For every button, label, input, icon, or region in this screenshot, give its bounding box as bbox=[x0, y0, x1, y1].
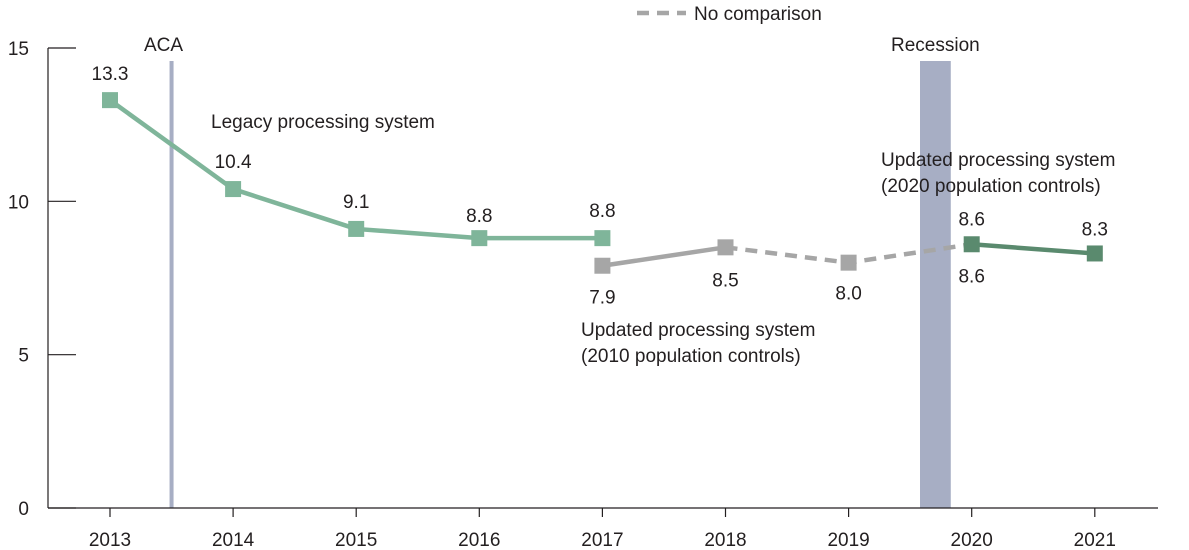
data-label-updated2020-2021: 8.3 bbox=[1082, 219, 1108, 240]
data-point-legacy-2013 bbox=[102, 92, 118, 109]
data-point-legacy-2016 bbox=[471, 230, 488, 247]
x-tick-label: 2016 bbox=[458, 530, 500, 550]
annotation-updated2010-line: (2010 population controls) bbox=[581, 346, 801, 367]
aca-label: ACA bbox=[144, 35, 183, 56]
data-label-legacy-2015: 9.1 bbox=[343, 192, 369, 213]
event-markers: ACA Recession bbox=[144, 35, 980, 508]
data-label-legacy-2016: 8.8 bbox=[466, 206, 492, 227]
data-point-updated2010-2018 bbox=[717, 239, 734, 256]
markers bbox=[102, 92, 1103, 274]
annotation-legacy-line: Legacy processing system bbox=[211, 112, 435, 133]
series-line-updated2020 bbox=[971, 242, 1095, 256]
y-tick-label: 15 bbox=[8, 39, 29, 60]
x-tick-label: 2020 bbox=[951, 530, 993, 550]
recession-band bbox=[919, 61, 951, 508]
data-point-legacy-2014 bbox=[225, 181, 242, 198]
data-point-updated2020-2021 bbox=[1086, 245, 1103, 262]
x-tick-label: 2017 bbox=[581, 530, 623, 550]
data-label-legacy-2013: 13.3 bbox=[92, 64, 129, 85]
data-point-legacy-2015 bbox=[348, 220, 365, 237]
x-tick-label: 2013 bbox=[89, 530, 131, 550]
data-point-updated2020-2020 bbox=[963, 236, 980, 253]
x-tick-label: 2019 bbox=[827, 530, 869, 550]
data-label-legacy-2014: 10.4 bbox=[215, 152, 252, 173]
annotation-updated2010-line: Updated processing system bbox=[581, 320, 815, 341]
recession-label: Recession bbox=[891, 35, 980, 56]
y-tick-label: 5 bbox=[18, 346, 29, 367]
legend: No comparison bbox=[637, 4, 822, 25]
legend-label: No comparison bbox=[694, 4, 822, 25]
axes: 0 5 10 15 2013 2014 2015 2016 2017 2018 2019 2020 20… bbox=[8, 39, 1158, 550]
data-point-legacy-2017 bbox=[594, 230, 611, 247]
data-label-updated2020-2020: 8.6 bbox=[958, 209, 984, 230]
x-tick-label: 2021 bbox=[1074, 530, 1116, 550]
data-label-updated2010-2017: 7.9 bbox=[589, 288, 615, 309]
y-tick-label: 10 bbox=[8, 192, 29, 213]
data-label-updated2010-2018: 8.5 bbox=[712, 270, 738, 291]
x-tick-label: 2018 bbox=[704, 530, 746, 550]
annotation-updated2020-line: Updated processing system bbox=[881, 150, 1115, 171]
series-line-updated2010 bbox=[602, 245, 726, 268]
annotations: Legacy processing system Updated processi… bbox=[211, 112, 1115, 367]
data-label-no-comparison-2020: 8.6 bbox=[958, 266, 984, 287]
x-tick-label: 2015 bbox=[335, 530, 377, 550]
x-tick-label: 2014 bbox=[212, 530, 255, 550]
y-tick-label: 0 bbox=[18, 499, 29, 520]
annotation-updated2020-line: (2020 population controls) bbox=[881, 176, 1101, 197]
data-point-updated2010-2017 bbox=[594, 257, 611, 274]
data-point-no-comparison-2019 bbox=[840, 254, 857, 271]
data-label-no-comparison-2019: 8.0 bbox=[835, 284, 861, 305]
aca-band bbox=[169, 61, 174, 508]
data-labels: 13.3 10.4 9.1 8.8 8.8 7.9 8.5 8.0 8.6 8.6 8.3 bbox=[92, 64, 1109, 309]
data-label-legacy-2017: 8.8 bbox=[589, 201, 615, 222]
